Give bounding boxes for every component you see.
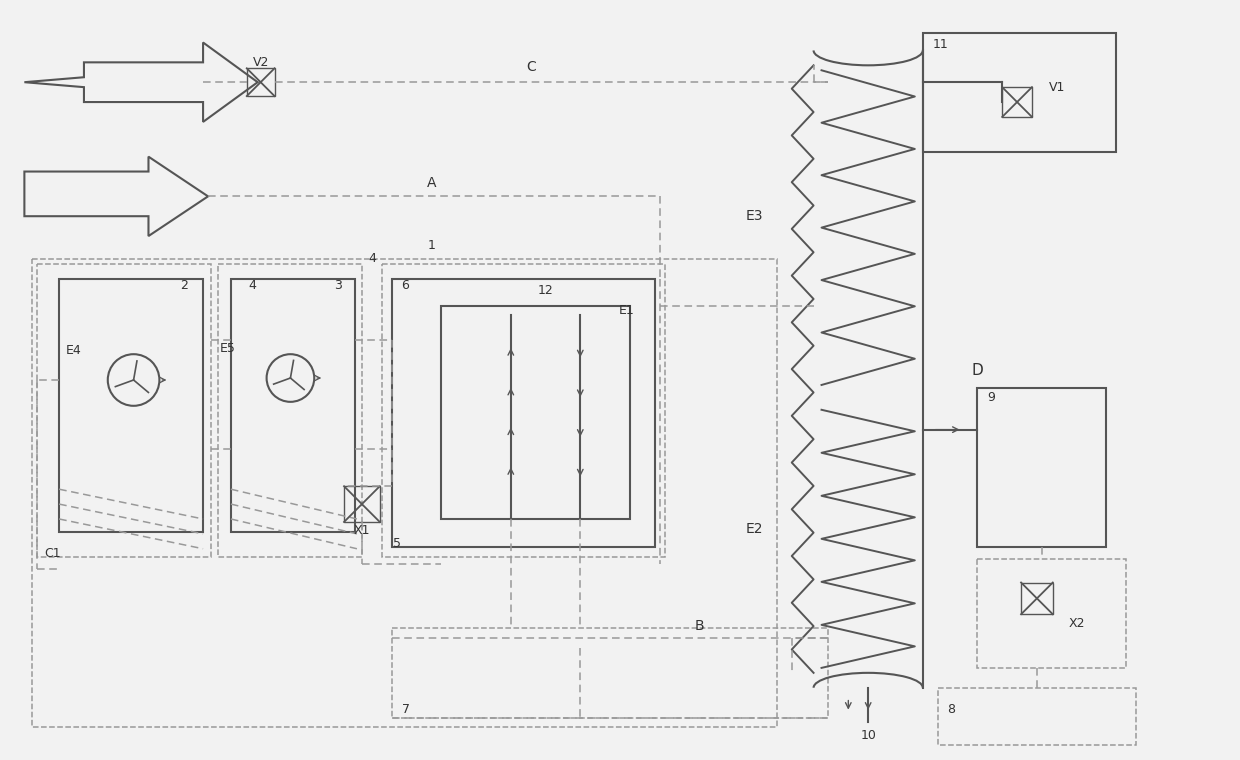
Text: B: B [694, 619, 704, 633]
Bar [37, 264, 211, 556]
Text: C: C [526, 60, 536, 74]
Text: 1: 1 [428, 239, 435, 252]
Text: 10: 10 [861, 729, 877, 742]
Text: 5: 5 [393, 537, 401, 550]
Bar [60, 279, 203, 532]
Text: C1: C1 [45, 547, 61, 560]
Bar [1002, 87, 1032, 117]
Text: E5: E5 [219, 342, 236, 355]
Text: 9: 9 [987, 391, 996, 404]
Bar [923, 33, 1116, 152]
Bar [343, 486, 379, 522]
Text: A: A [427, 176, 436, 191]
Text: 7: 7 [402, 703, 409, 716]
Text: 6: 6 [402, 279, 409, 292]
Text: 4: 4 [368, 252, 376, 265]
Text: E4: E4 [66, 344, 82, 356]
Text: 3: 3 [334, 279, 342, 292]
Bar [392, 629, 828, 717]
Text: 8: 8 [947, 703, 956, 716]
Bar [32, 259, 776, 727]
Text: D: D [971, 363, 983, 378]
Bar [382, 264, 665, 556]
Text: E1: E1 [619, 304, 635, 317]
Text: 4: 4 [249, 279, 257, 292]
Bar [247, 68, 274, 96]
Bar [937, 688, 1136, 746]
Bar [1021, 582, 1053, 614]
Text: X1: X1 [353, 524, 371, 537]
Bar [218, 264, 362, 556]
Bar [977, 559, 1126, 668]
Bar [392, 279, 655, 546]
Text: E3: E3 [745, 209, 763, 223]
Text: V1: V1 [1049, 81, 1065, 93]
Bar [231, 279, 355, 532]
Text: E2: E2 [745, 522, 763, 536]
Text: 12: 12 [538, 284, 553, 297]
Bar [441, 306, 630, 519]
Text: 11: 11 [932, 38, 949, 51]
Text: V2: V2 [253, 55, 269, 69]
Text: X2: X2 [1069, 616, 1085, 630]
Text: 2: 2 [180, 279, 188, 292]
Bar [977, 388, 1106, 546]
